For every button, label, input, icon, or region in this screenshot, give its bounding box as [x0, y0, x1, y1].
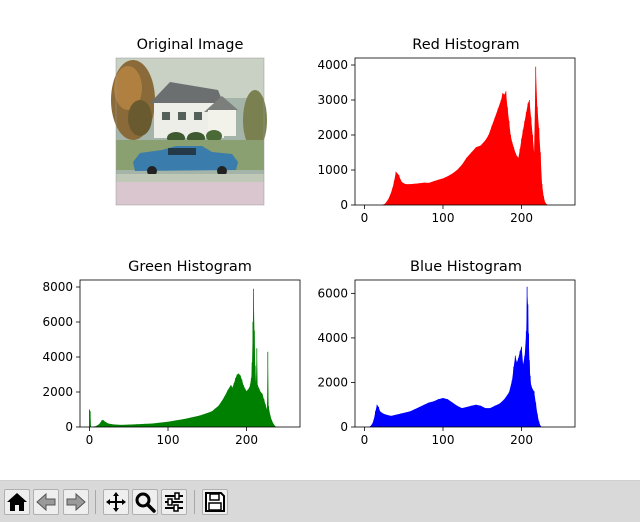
back-arrow-icon: [36, 492, 56, 512]
green-histogram-area: [89, 288, 277, 427]
navigation-toolbar: [0, 480, 640, 522]
red-x-tick-label: 100: [432, 211, 455, 225]
toolbar-separator: [95, 490, 96, 514]
green-x-tick-label: 100: [157, 433, 180, 447]
blue-histogram-area: [369, 286, 542, 427]
save-button[interactable]: [202, 489, 228, 515]
red-y-tick-label: 1000: [317, 163, 348, 177]
configure-subplots-button[interactable]: [161, 489, 187, 515]
pan-icon: [106, 492, 126, 512]
zoom-icon: [135, 492, 156, 513]
green-axes-frame: [79, 279, 301, 428]
blue-axes-frame: [354, 279, 576, 428]
panel-title-red-histogram: Red Histogram: [412, 37, 519, 53]
green-x-tick-label: 200: [235, 433, 258, 447]
home-icon: [7, 493, 27, 511]
save-icon: [205, 492, 225, 512]
home-button[interactable]: [4, 489, 30, 515]
blue-y-tick-label: 0: [340, 420, 348, 434]
green-y-tick-label: 8000: [42, 280, 73, 294]
green-y-tick-label: 6000: [42, 315, 73, 329]
panel-title-green-histogram: Green Histogram: [128, 259, 252, 275]
green-x-tick-label: 0: [86, 433, 94, 447]
toolbar-separator: [194, 490, 195, 514]
red-y-tick-label: 0: [340, 198, 348, 212]
blue-x-tick-label: 100: [432, 433, 455, 447]
blue-y-tick-label: 6000: [317, 286, 348, 300]
panel-title-blue-histogram: Blue Histogram: [410, 259, 522, 275]
green-y-tick-label: 2000: [42, 385, 73, 399]
pan-button[interactable]: [103, 489, 129, 515]
original-image: [111, 57, 267, 206]
blue-x-tick-label: 0: [361, 433, 369, 447]
red-x-tick-label: 0: [361, 211, 369, 225]
green-y-tick-label: 0: [65, 420, 73, 434]
forward-arrow-icon: [66, 492, 86, 512]
configure-subplots-icon: [165, 492, 183, 512]
red-y-tick-label: 2000: [317, 128, 348, 142]
red-y-tick-label: 3000: [317, 93, 348, 107]
blue-y-tick-label: 4000: [317, 331, 348, 345]
red-axes-frame: [354, 57, 576, 206]
red-histogram-area: [381, 66, 549, 205]
green-y-tick-label: 4000: [42, 350, 73, 364]
blue-y-tick-label: 2000: [317, 375, 348, 389]
red-y-tick-label: 4000: [317, 58, 348, 72]
forward-button[interactable]: [63, 489, 89, 515]
red-x-tick-label: 200: [510, 211, 533, 225]
zoom-button[interactable]: [132, 489, 158, 515]
back-button[interactable]: [33, 489, 59, 515]
figure-canvas: Original Image Red Histogram 0 100 200: [42, 37, 576, 447]
blue-x-tick-label: 200: [510, 433, 533, 447]
panel-title-original-image: Original Image: [137, 37, 244, 53]
